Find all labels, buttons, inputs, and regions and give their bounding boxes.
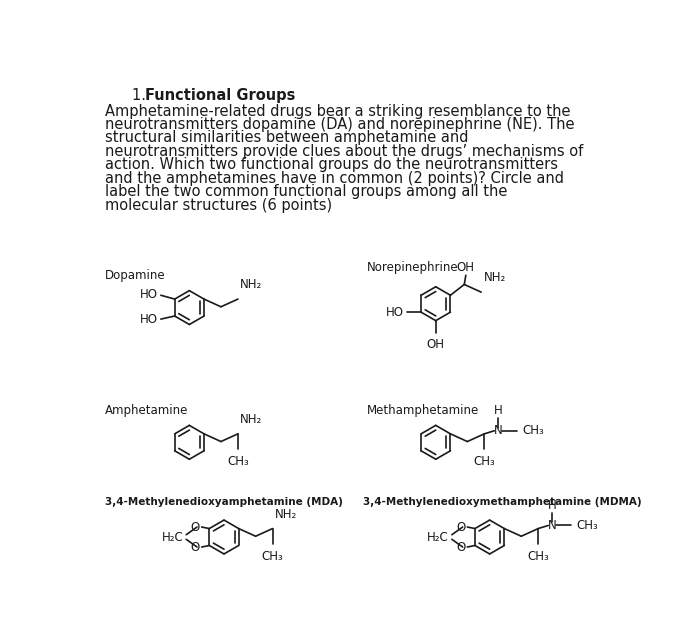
Text: label the two common functional groups among all the: label the two common functional groups a… — [105, 184, 507, 199]
Text: 3,4-Methylenedioxyamphetamine (MDA): 3,4-Methylenedioxyamphetamine (MDA) — [105, 497, 342, 507]
Text: 1.: 1. — [132, 88, 150, 103]
Text: CH₃: CH₃ — [522, 424, 544, 437]
Text: O: O — [456, 540, 466, 554]
Text: H: H — [547, 499, 556, 512]
Text: HO: HO — [140, 313, 158, 325]
Text: CH₃: CH₃ — [262, 550, 284, 563]
Text: O: O — [456, 521, 466, 533]
Text: Amphetamine-related drugs bear a striking resemblance to the: Amphetamine-related drugs bear a strikin… — [105, 103, 570, 119]
Text: molecular structures (6 points): molecular structures (6 points) — [105, 198, 332, 213]
Text: Amphetamine: Amphetamine — [105, 404, 188, 417]
Text: H₂C: H₂C — [427, 531, 449, 544]
Text: O: O — [191, 540, 200, 554]
Text: O: O — [191, 521, 200, 533]
Text: neurotransmitters provide clues about the drugs’ mechanisms of: neurotransmitters provide clues about th… — [105, 144, 583, 159]
Text: NH₂: NH₂ — [484, 271, 506, 285]
Text: NH₂: NH₂ — [275, 508, 297, 521]
Text: Methamphetamine: Methamphetamine — [367, 404, 479, 417]
Text: Norepinephrine: Norepinephrine — [367, 262, 458, 274]
Text: neurotransmitters dopamine (DA) and norepinephrine (NE). The: neurotransmitters dopamine (DA) and nore… — [105, 117, 574, 132]
Text: H: H — [494, 404, 503, 417]
Text: H₂C: H₂C — [162, 531, 183, 544]
Text: structural similarities between amphetamine and: structural similarities between amphetam… — [105, 130, 468, 145]
Text: NH₂: NH₂ — [240, 413, 262, 426]
Text: HO: HO — [140, 288, 158, 301]
Text: HO: HO — [386, 306, 404, 318]
Text: N: N — [494, 424, 503, 437]
Text: 3,4-Methylenedioxymethamphetamine (MDMA): 3,4-Methylenedioxymethamphetamine (MDMA) — [363, 497, 641, 507]
Text: OH: OH — [427, 338, 444, 351]
Text: CH₃: CH₃ — [473, 456, 495, 468]
Text: and the amphetamines have in common (2 points)? Circle and: and the amphetamines have in common (2 p… — [105, 171, 564, 186]
Text: NH₂: NH₂ — [240, 278, 262, 292]
Text: Dopamine: Dopamine — [105, 269, 165, 282]
Text: CH₃: CH₃ — [227, 456, 248, 468]
Text: N: N — [547, 519, 556, 532]
Text: action. Which two functional groups do the neurotransmitters: action. Which two functional groups do t… — [105, 158, 558, 172]
Text: CH₃: CH₃ — [527, 550, 549, 563]
Text: Functional Groups: Functional Groups — [145, 88, 295, 103]
Text: CH₃: CH₃ — [576, 519, 598, 532]
Text: OH: OH — [457, 261, 475, 274]
